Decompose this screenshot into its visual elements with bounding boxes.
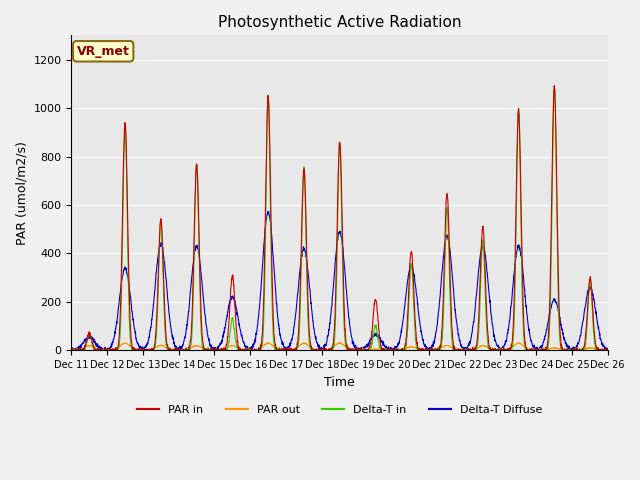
PAR out [367, 346, 374, 352]
PAR out [68, 348, 76, 353]
Delta-T Diffuse [68, 347, 76, 352]
PAR out [557, 346, 564, 352]
PAR out [217, 347, 225, 353]
PAR out [604, 348, 612, 353]
Line: PAR in: PAR in [72, 85, 608, 350]
Delta-T in [217, 347, 225, 353]
Line: PAR out: PAR out [72, 342, 608, 350]
PAR out [572, 348, 579, 353]
PAR in [495, 347, 503, 353]
Delta-T Diffuse [355, 348, 363, 353]
PAR out [495, 348, 503, 353]
PAR in [355, 347, 363, 352]
PAR in [550, 83, 558, 88]
PAR in [604, 347, 612, 353]
Delta-T Diffuse [604, 348, 612, 353]
Title: Photosynthetic Active Radiation: Photosynthetic Active Radiation [218, 15, 461, 30]
Delta-T Diffuse [572, 345, 580, 350]
Delta-T in [557, 344, 564, 349]
Delta-T in [355, 348, 363, 353]
Line: Delta-T in: Delta-T in [72, 87, 608, 350]
Delta-T in [495, 346, 503, 351]
PAR in [572, 347, 580, 352]
PAR in [68, 348, 76, 353]
Delta-T in [68, 348, 76, 353]
Delta-T Diffuse [367, 336, 375, 342]
PAR in [367, 339, 374, 345]
Line: Delta-T Diffuse: Delta-T Diffuse [72, 211, 608, 350]
Delta-T in [550, 84, 558, 90]
Legend: PAR in, PAR out, Delta-T in, Delta-T Diffuse: PAR in, PAR out, Delta-T in, Delta-T Dif… [132, 400, 547, 419]
Delta-T in [604, 347, 612, 353]
Delta-T in [572, 348, 579, 353]
Delta-T Diffuse [557, 322, 564, 328]
Delta-T Diffuse [68, 348, 76, 353]
Delta-T Diffuse [264, 208, 272, 214]
Text: VR_met: VR_met [77, 45, 130, 58]
Delta-T Diffuse [496, 346, 504, 352]
Y-axis label: PAR (umol/m2/s): PAR (umol/m2/s) [15, 141, 28, 245]
X-axis label: Time: Time [324, 376, 355, 389]
PAR out [355, 347, 363, 353]
PAR in [218, 346, 225, 352]
Delta-T in [367, 347, 374, 352]
Delta-T Diffuse [218, 340, 225, 346]
PAR in [557, 337, 564, 343]
PAR in [68, 347, 76, 353]
PAR out [336, 339, 344, 345]
